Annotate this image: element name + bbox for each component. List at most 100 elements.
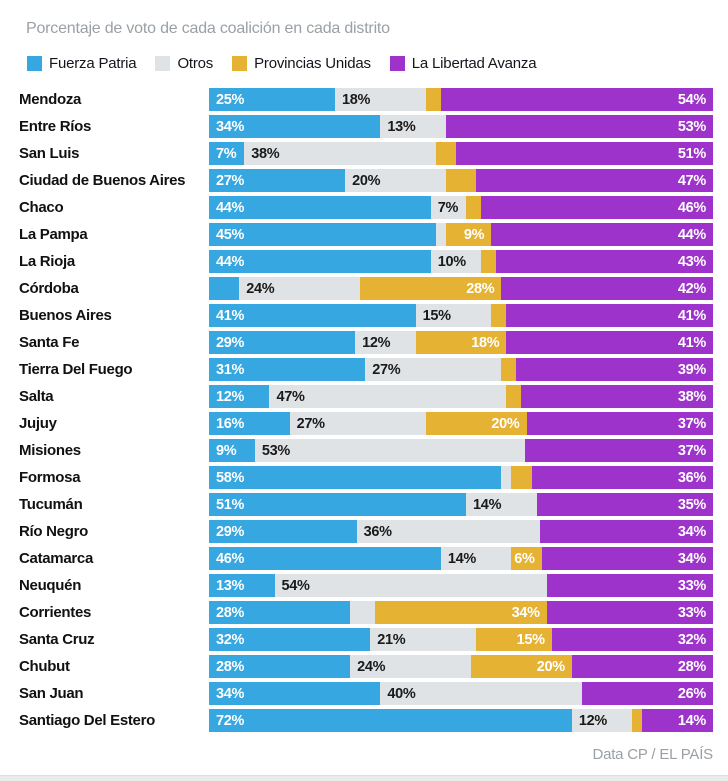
- bar-segment-provincias-unidas: 28%: [360, 277, 502, 300]
- bar-segment-provincias-unidas: [425, 88, 441, 111]
- district-bar: 45% 9% 44%: [209, 223, 713, 246]
- district-label: Formosa: [19, 469, 81, 486]
- bar-segment-la-libertad-avanza: 54%: [440, 88, 713, 111]
- bar-segment-la-libertad-avanza: 37%: [526, 412, 713, 435]
- bar-segment-la-libertad-avanza: 42%: [501, 277, 713, 300]
- segment-value-label: 34%: [677, 523, 706, 540]
- segment-value-label: 14%: [473, 496, 502, 513]
- district-label: La Pampa: [19, 226, 88, 243]
- bar-segment-fuerza-patria: 29%: [209, 331, 356, 354]
- segment-value-label: 12%: [578, 712, 607, 729]
- bar-segment-otros: 40%: [380, 682, 582, 705]
- chart-row: Santa Fe 29% 12% 18% 41%: [14, 331, 713, 354]
- district-label: Río Negro: [19, 523, 88, 540]
- segment-value-label: 27%: [216, 172, 245, 189]
- district-label: Neuquén: [19, 577, 82, 594]
- district-bar: 34% 40% 26%: [209, 682, 713, 705]
- bottom-divider: [0, 775, 728, 781]
- district-label: Tucumán: [19, 496, 83, 513]
- bar-segment-fuerza-patria: 27%: [209, 169, 346, 192]
- segment-value-label: 47%: [677, 172, 706, 189]
- segment-value-label: 9%: [463, 226, 485, 243]
- bar-segment-otros: 27%: [289, 412, 426, 435]
- district-bar: 25% 18% 54%: [209, 88, 713, 111]
- provincias-unidas-swatch-icon: [232, 56, 248, 71]
- chart-legend: Fuerza Patria Otros Provincias Unidas La…: [27, 55, 728, 72]
- district-label: San Juan: [19, 685, 84, 702]
- chart-row: Formosa 58% 36%: [14, 466, 713, 489]
- segment-value-label: 44%: [677, 226, 706, 243]
- segment-value-label: 41%: [216, 307, 245, 324]
- legend-label: Provincias Unidas: [254, 55, 371, 72]
- chart-row: Corrientes 28% 34% 33%: [14, 601, 713, 624]
- bar-segment-fuerza-patria: [209, 277, 240, 300]
- segment-value-label: 29%: [216, 334, 245, 351]
- bar-segment-fuerza-patria: 44%: [209, 250, 431, 273]
- district-label: Misiones: [19, 442, 81, 459]
- segment-value-label: 51%: [216, 496, 245, 513]
- chart-row: Santa Cruz 32% 21% 15% 32%: [14, 628, 713, 651]
- segment-value-label: 53%: [677, 118, 706, 135]
- segment-value-label: 24%: [246, 280, 275, 297]
- chart-row: Jujuy 16% 27% 20% 37%: [14, 412, 713, 435]
- segment-value-label: 45%: [216, 226, 245, 243]
- bar-segment-fuerza-patria: 32%: [209, 628, 371, 651]
- bar-segment-otros: 24%: [350, 655, 472, 678]
- bar-segment-la-libertad-avanza: 43%: [496, 250, 714, 273]
- bar-segment-fuerza-patria: 41%: [209, 304, 416, 327]
- bar-segment-provincias-unidas: 15%: [476, 628, 552, 651]
- segment-value-label: 36%: [677, 469, 706, 486]
- bar-segment-la-libertad-avanza: 34%: [539, 520, 713, 543]
- segment-value-label: 44%: [216, 199, 245, 216]
- bar-segment-otros: 13%: [380, 115, 446, 138]
- segment-value-label: 14%: [677, 712, 706, 729]
- chart-row: Ciudad de Buenos Aires 27% 20% 47%: [14, 169, 713, 192]
- bar-segment-provincias-unidas: [491, 304, 507, 327]
- legend-item-la-libertad-avanza: La Libertad Avanza: [389, 55, 537, 72]
- chart-row: San Juan 34% 40% 26%: [14, 682, 713, 705]
- district-label: Buenos Aires: [19, 307, 112, 324]
- bar-segment-la-libertad-avanza: 51%: [455, 142, 713, 165]
- segment-value-label: 35%: [677, 496, 707, 513]
- segment-value-label: 16%: [216, 415, 245, 432]
- bar-segment-la-libertad-avanza: 14%: [642, 709, 713, 732]
- chart-row: La Pampa 45% 9% 44%: [14, 223, 713, 246]
- segment-value-label: 46%: [677, 199, 707, 216]
- district-bar: 44% 7% 46%: [209, 196, 714, 219]
- bar-segment-la-libertad-avanza: 53%: [445, 115, 713, 138]
- chart-row: Santiago Del Estero 72% 12% 14%: [14, 709, 713, 732]
- bar-segment-la-libertad-avanza: 26%: [581, 682, 713, 705]
- bar-segment-provincias-unidas: [511, 466, 532, 489]
- chart-row: Buenos Aires 41% 15% 41%: [14, 304, 713, 327]
- segment-value-label: 20%: [536, 658, 565, 675]
- bar-segment-provincias-unidas: [481, 250, 497, 273]
- bar-segment-provincias-unidas: [445, 169, 477, 192]
- bar-segment-fuerza-patria: 45%: [209, 223, 436, 246]
- district-bar: 28% 34% 33%: [209, 601, 713, 624]
- bar-segment-la-libertad-avanza: 33%: [546, 574, 713, 597]
- bar-segment-otros: 12%: [355, 331, 416, 354]
- bar-segment-la-libertad-avanza: 46%: [481, 196, 714, 219]
- segment-value-label: 7%: [437, 199, 459, 216]
- bar-segment-fuerza-patria: 16%: [209, 412, 290, 435]
- chart-row: La Rioja 44% 10% 43%: [14, 250, 714, 273]
- district-bar: 44% 10% 43%: [209, 250, 714, 273]
- bar-segment-fuerza-patria: 46%: [209, 547, 441, 570]
- bar-segment-fuerza-patria: 13%: [209, 574, 275, 597]
- district-label: La Rioja: [19, 253, 75, 270]
- segment-value-label: 28%: [216, 658, 245, 675]
- bar-segment-otros: 20%: [345, 169, 446, 192]
- legend-label: Fuerza Patria: [49, 55, 137, 72]
- chart-row: Tierra Del Fuego 31% 27% 39%: [14, 358, 713, 381]
- chart-row: Catamarca 46% 14% 6% 34%: [14, 547, 713, 570]
- la-libertad-avanza-swatch-icon: [389, 56, 405, 71]
- bar-segment-fuerza-patria: 51%: [209, 493, 467, 516]
- bar-segment-la-libertad-avanza: 39%: [516, 358, 713, 381]
- segment-value-label: 42%: [677, 280, 706, 297]
- district-label: Ciudad de Buenos Aires: [19, 172, 186, 189]
- page-title: Porcentaje de voto de cada coalición en …: [26, 20, 390, 37]
- district-bar: 24% 28% 42%: [209, 277, 713, 300]
- district-bar: 12% 47% 38%: [209, 385, 713, 408]
- bar-segment-fuerza-patria: 72%: [209, 709, 572, 732]
- bar-segment-provincias-unidas: [466, 196, 482, 219]
